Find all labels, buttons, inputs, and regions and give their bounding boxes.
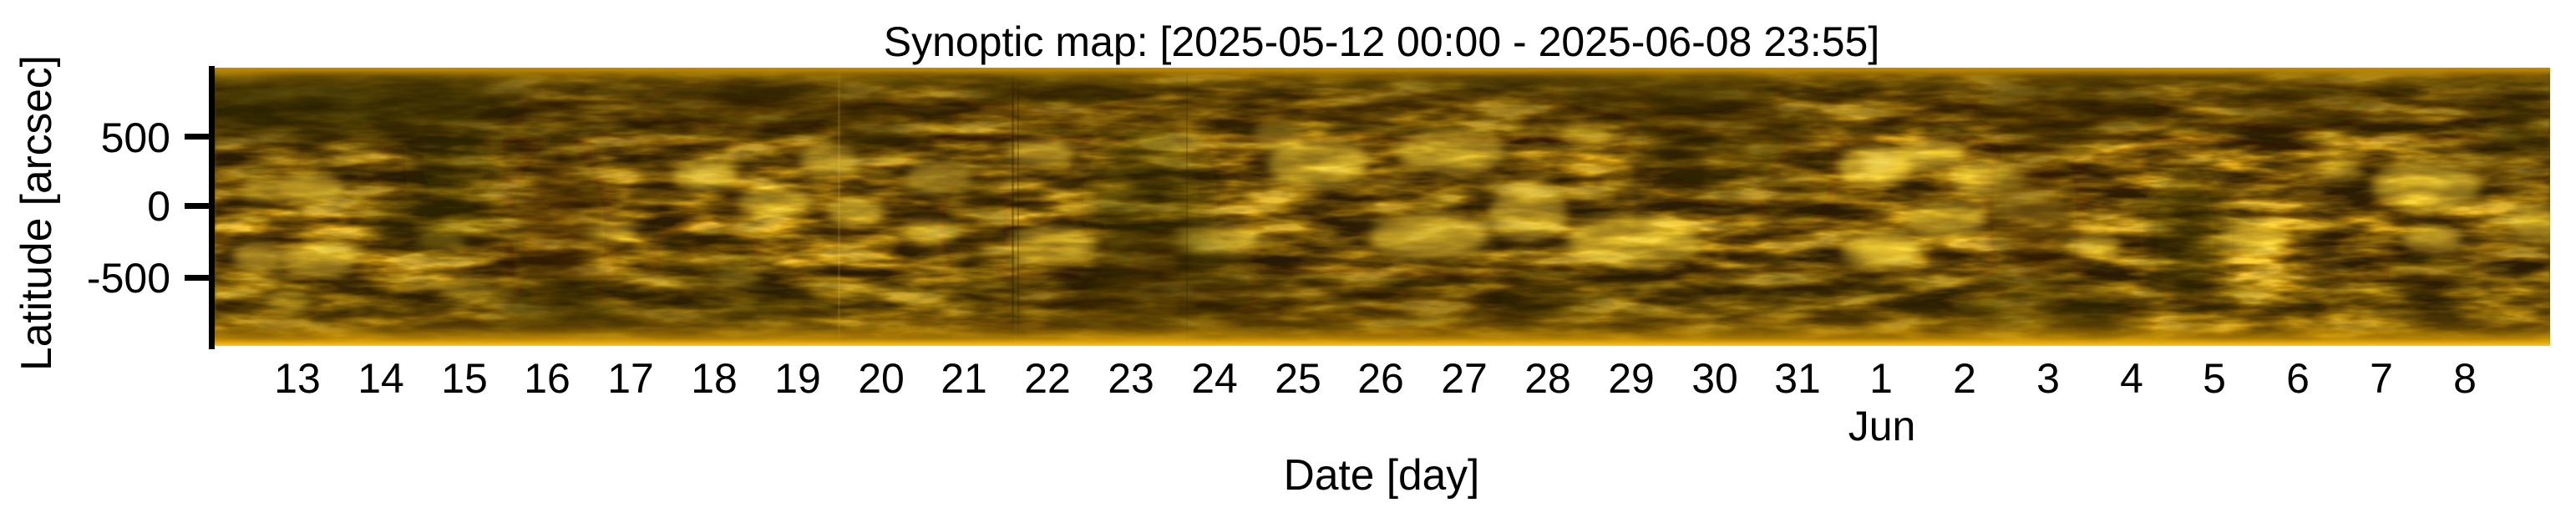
svg-text:Latitude [arcsec]: Latitude [arcsec] — [12, 55, 60, 371]
